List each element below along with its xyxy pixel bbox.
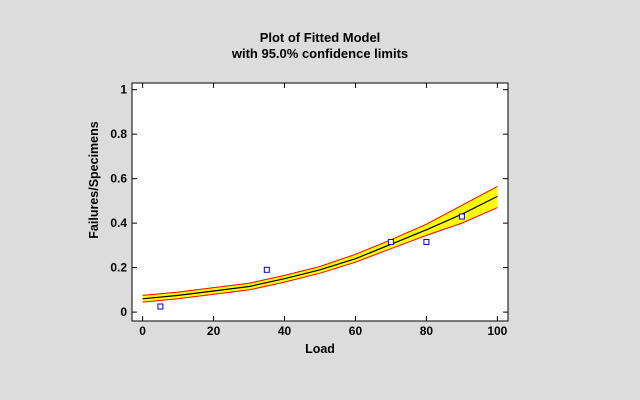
lower-limit-line — [142, 207, 498, 303]
observed-point — [387, 239, 394, 245]
y-tick-label: 0.8 — [110, 127, 127, 141]
observed-point — [263, 266, 270, 273]
upper-limit-line — [142, 185, 498, 296]
x-tick-label: 20 — [207, 324, 221, 338]
y-tick-label: 0 — [120, 305, 127, 319]
x-axis-label: Load — [305, 342, 335, 356]
x-tick-label: 60 — [349, 324, 363, 338]
x-tick-label: 80 — [420, 324, 434, 338]
observed-point — [157, 303, 164, 310]
plot-area — [132, 83, 508, 321]
y-tick-label: 0.2 — [110, 261, 127, 275]
fitted-model-line — [142, 195, 498, 300]
observed-points — [157, 213, 465, 310]
x-tick-label: 40 — [278, 324, 292, 338]
observed-point — [458, 213, 465, 220]
y-tick-label: 0.4 — [110, 216, 127, 230]
y-tick-label: 1 — [120, 83, 127, 97]
chart-title: Plot of Fitted Model — [260, 30, 381, 45]
x-tick-label: 0 — [139, 324, 146, 338]
y-tick-label: 0.6 — [110, 172, 127, 186]
x-axis-ticks: 0 20 40 60 80 100 — [139, 83, 508, 338]
y-axis-ticks: 0 0.2 0.4 0.6 0.8 1 — [110, 83, 508, 319]
observed-point — [423, 239, 430, 245]
fitted-line-layer — [142, 185, 498, 303]
x-tick-label: 100 — [487, 324, 507, 338]
chart-subtitle: with 95.0% confidence limits — [231, 46, 408, 61]
plot-frame — [131, 82, 509, 322]
y-axis-label: Failures/Specimens — [87, 121, 101, 238]
